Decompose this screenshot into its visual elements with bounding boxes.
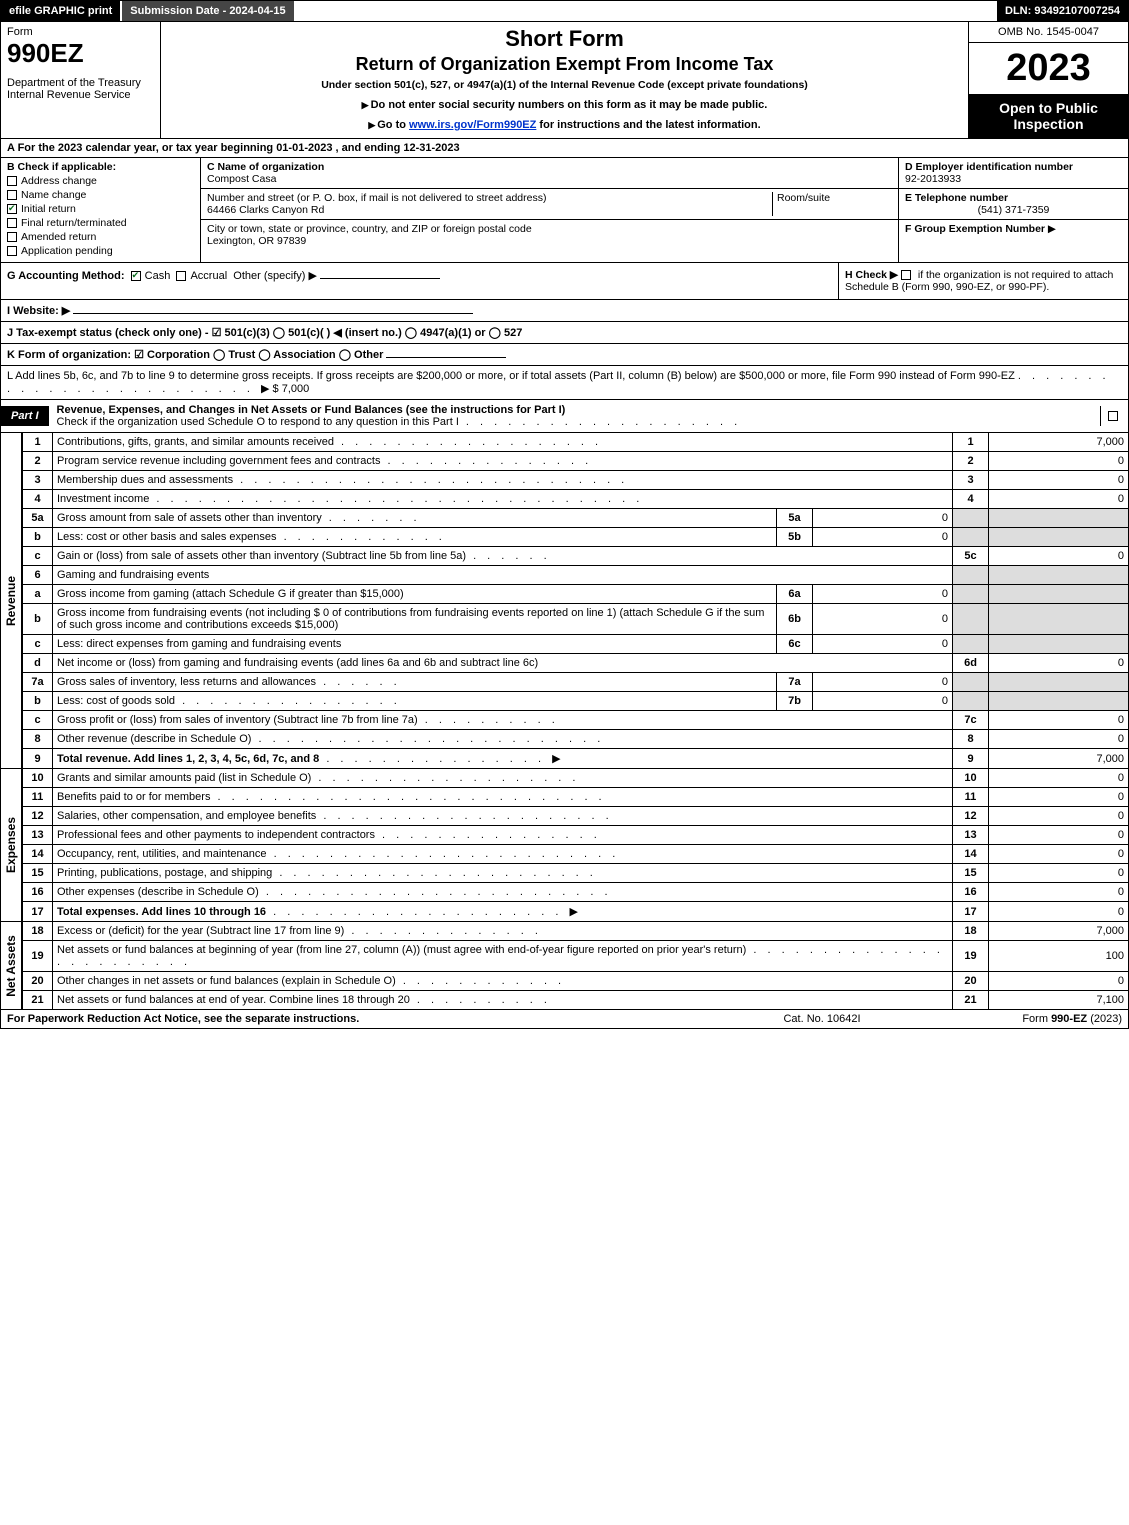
part-i-title: Revenue, Expenses, and Changes in Net As… bbox=[49, 400, 1100, 432]
topbar: efile GRAPHIC print Submission Date - 20… bbox=[0, 0, 1129, 22]
line-19: 19Net assets or fund balances at beginni… bbox=[23, 941, 1129, 972]
line-7b: bLess: cost of goods sold . . . . . . . … bbox=[23, 692, 1129, 711]
line-7a: 7aGross sales of inventory, less returns… bbox=[23, 673, 1129, 692]
line-5c: cGain or (loss) from sale of assets othe… bbox=[23, 547, 1129, 566]
chk-initial-return[interactable]: Initial return bbox=[7, 203, 194, 215]
line-6d: dNet income or (loss) from gaming and fu… bbox=[23, 654, 1129, 673]
section-bcdef: B Check if applicable: Address change Na… bbox=[0, 158, 1129, 263]
line-13: 13Professional fees and other payments t… bbox=[23, 826, 1129, 845]
ein-value: 92-2013933 bbox=[905, 173, 1122, 185]
schedule-b-check: H Check ▶ if the organization is not req… bbox=[838, 263, 1128, 299]
line-21: 21Net assets or fund balances at end of … bbox=[23, 991, 1129, 1010]
col-c-org-info: C Name of organization Compost Casa Numb… bbox=[201, 158, 898, 262]
part-i-tab: Part I bbox=[1, 406, 49, 426]
efile-print-label[interactable]: efile GRAPHIC print bbox=[1, 1, 122, 21]
line-16: 16Other expenses (describe in Schedule O… bbox=[23, 883, 1129, 902]
room-label: Room/suite bbox=[777, 192, 892, 204]
expenses-sidelabel: Expenses bbox=[0, 769, 22, 922]
city-label: City or town, state or province, country… bbox=[207, 223, 892, 235]
public-inspection-label: Open to Public Inspection bbox=[969, 94, 1128, 138]
form-word: Form bbox=[7, 26, 154, 38]
phone-value: (541) 371-7359 bbox=[905, 204, 1122, 216]
city-value: Lexington, OR 97839 bbox=[207, 235, 892, 247]
form-header: Form 990EZ Department of the Treasury In… bbox=[0, 22, 1129, 139]
chk-application-pending[interactable]: Application pending bbox=[7, 245, 194, 257]
row-i-website: I Website: ▶ bbox=[0, 300, 1129, 322]
row-k-form-of-org: K Form of organization: ☑ Corporation ◯ … bbox=[0, 344, 1129, 366]
netassets-block: Net Assets 18Excess or (deficit) for the… bbox=[0, 922, 1129, 1010]
row-l-gross-receipts: L Add lines 5b, 6c, and 7b to line 9 to … bbox=[0, 366, 1129, 400]
dln-label: DLN: 93492107007254 bbox=[997, 1, 1128, 21]
expenses-block: Expenses 10Grants and similar amounts pa… bbox=[0, 769, 1129, 922]
line-3: 3Membership dues and assessments . . . .… bbox=[23, 471, 1129, 490]
line-12: 12Salaries, other compensation, and empl… bbox=[23, 807, 1129, 826]
short-form-title: Short Form bbox=[171, 26, 958, 52]
ein-label: D Employer identification number bbox=[905, 161, 1122, 173]
org-name-label: C Name of organization bbox=[207, 161, 892, 173]
chk-name-change[interactable]: Name change bbox=[7, 189, 194, 201]
form-number: 990EZ bbox=[7, 38, 154, 69]
chk-amended-return[interactable]: Amended return bbox=[7, 231, 194, 243]
chk-address-change[interactable]: Address change bbox=[7, 175, 194, 187]
submission-date-label: Submission Date - 2024-04-15 bbox=[122, 1, 295, 21]
org-name-value: Compost Casa bbox=[207, 173, 892, 185]
ssn-warning: Do not enter social security numbers on … bbox=[171, 99, 958, 111]
line-6a: aGross income from gaming (attach Schedu… bbox=[23, 585, 1129, 604]
street-label: Number and street (or P. O. box, if mail… bbox=[207, 192, 772, 204]
part-i-header: Part I Revenue, Expenses, and Changes in… bbox=[0, 400, 1129, 433]
row-j-tax-exempt: J Tax-exempt status (check only one) - ☑… bbox=[0, 322, 1129, 344]
line-15: 15Printing, publications, postage, and s… bbox=[23, 864, 1129, 883]
group-exemption-label: F Group Exemption Number bbox=[905, 223, 1045, 235]
line-17: 17Total expenses. Add lines 10 through 1… bbox=[23, 902, 1129, 922]
street-value: 64466 Clarks Canyon Rd bbox=[207, 204, 772, 216]
col-b-header: B Check if applicable: bbox=[7, 161, 194, 173]
line-2: 2Program service revenue including gover… bbox=[23, 452, 1129, 471]
row-a-tax-year: A For the 2023 calendar year, or tax yea… bbox=[0, 139, 1129, 158]
accounting-method: G Accounting Method: Cash Accrual Other … bbox=[1, 263, 838, 299]
line-14: 14Occupancy, rent, utilities, and mainte… bbox=[23, 845, 1129, 864]
line-6b: bGross income from fundraising events (n… bbox=[23, 604, 1129, 635]
revenue-block: Revenue 1Contributions, gifts, grants, a… bbox=[0, 433, 1129, 769]
line-5a: 5aGross amount from sale of assets other… bbox=[23, 509, 1129, 528]
row-gh: G Accounting Method: Cash Accrual Other … bbox=[0, 263, 1129, 300]
part-i-checkbox[interactable] bbox=[1100, 406, 1128, 426]
phone-label: E Telephone number bbox=[905, 192, 1122, 204]
instructions-link-row: Go to www.irs.gov/Form990EZ for instruct… bbox=[171, 119, 958, 131]
line-5b: bLess: cost or other basis and sales exp… bbox=[23, 528, 1129, 547]
line-18: 18Excess or (deficit) for the year (Subt… bbox=[23, 922, 1129, 941]
footer-left: For Paperwork Reduction Act Notice, see … bbox=[7, 1013, 722, 1025]
tax-year: 2023 bbox=[969, 43, 1128, 94]
department-label: Department of the Treasury Internal Reve… bbox=[7, 77, 154, 101]
chk-final-return[interactable]: Final return/terminated bbox=[7, 217, 194, 229]
line-4: 4Investment income . . . . . . . . . . .… bbox=[23, 490, 1129, 509]
irs-link[interactable]: www.irs.gov/Form990EZ bbox=[409, 119, 536, 131]
col-b-checkboxes: B Check if applicable: Address change Na… bbox=[1, 158, 201, 262]
page-footer: For Paperwork Reduction Act Notice, see … bbox=[0, 1010, 1129, 1029]
line-1: 1Contributions, gifts, grants, and simil… bbox=[23, 433, 1129, 452]
footer-center: Cat. No. 10642I bbox=[722, 1013, 922, 1025]
line-8: 8Other revenue (describe in Schedule O) … bbox=[23, 730, 1129, 749]
subtitle: Under section 501(c), 527, or 4947(a)(1)… bbox=[171, 79, 958, 91]
line-9: 9Total revenue. Add lines 1, 2, 3, 4, 5c… bbox=[23, 749, 1129, 769]
line-6c: cLess: direct expenses from gaming and f… bbox=[23, 635, 1129, 654]
revenue-sidelabel: Revenue bbox=[0, 433, 22, 769]
netassets-sidelabel: Net Assets bbox=[0, 922, 22, 1010]
line-7c: cGross profit or (loss) from sales of in… bbox=[23, 711, 1129, 730]
line-6: 6Gaming and fundraising events bbox=[23, 566, 1129, 585]
line-11: 11Benefits paid to or for members . . . … bbox=[23, 788, 1129, 807]
line-10: 10Grants and similar amounts paid (list … bbox=[23, 769, 1129, 788]
omb-number: OMB No. 1545-0047 bbox=[969, 22, 1128, 43]
col-def: D Employer identification number 92-2013… bbox=[898, 158, 1128, 262]
main-title: Return of Organization Exempt From Incom… bbox=[171, 54, 958, 75]
line-20: 20Other changes in net assets or fund ba… bbox=[23, 972, 1129, 991]
footer-right: Form 990-EZ (2023) bbox=[922, 1013, 1122, 1025]
